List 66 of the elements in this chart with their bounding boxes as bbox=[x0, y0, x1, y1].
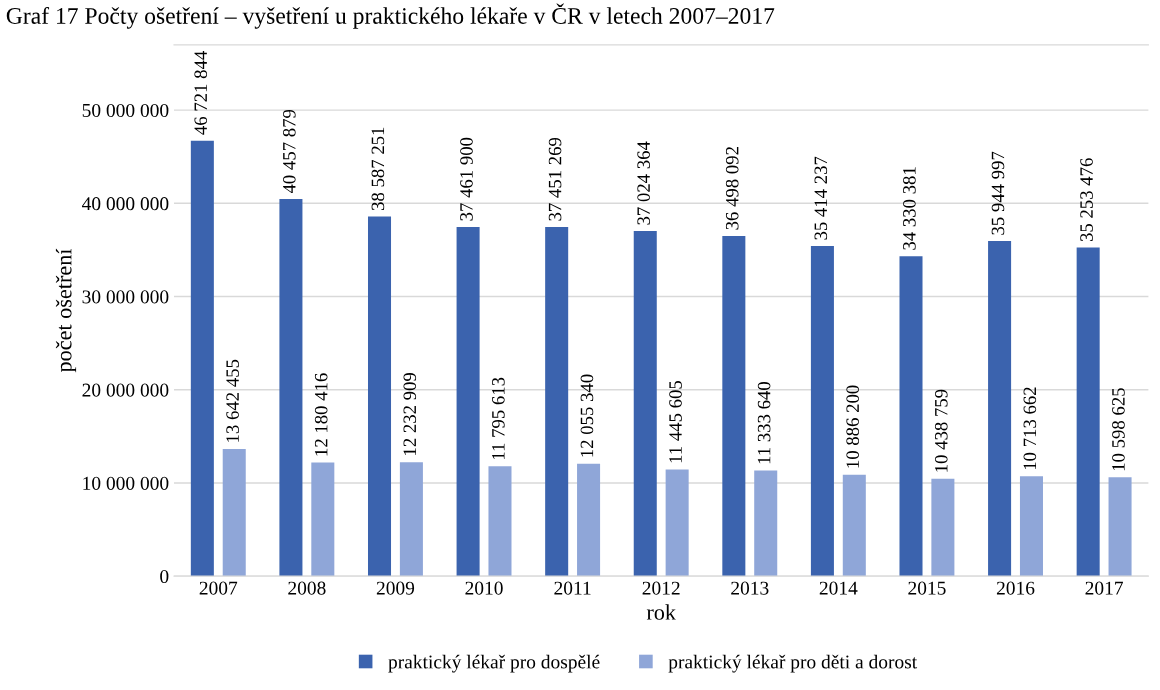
data-label: 37 024 364 bbox=[637, 141, 650, 225]
x-tick-label: 2011 bbox=[554, 581, 591, 595]
data-label: 12 232 909 bbox=[403, 372, 417, 455]
x-tick-label: 2016 bbox=[996, 581, 1035, 595]
x-tick-label: 2013 bbox=[731, 581, 769, 595]
y-tick-label: 20 000 000 bbox=[82, 383, 169, 397]
bar bbox=[899, 256, 923, 577]
data-label: 11 445 605 bbox=[669, 380, 682, 463]
x-tick-label: 2017 bbox=[1085, 581, 1123, 595]
bar bbox=[222, 448, 246, 577]
x-tick-label: 2012 bbox=[642, 581, 680, 595]
x-tick-label: 2015 bbox=[908, 581, 946, 595]
x-tick-label: 2009 bbox=[376, 581, 415, 595]
bar bbox=[931, 478, 955, 577]
y-tick-label: 50 000 000 bbox=[82, 103, 169, 118]
x-tick-label: 2007 bbox=[199, 581, 238, 595]
y-tick-label: 10 000 000 bbox=[83, 476, 169, 490]
y-axis-title: počet ošetření bbox=[55, 248, 77, 373]
data-label: 11 795 613 bbox=[492, 377, 505, 459]
data-label: 46 721 844 bbox=[194, 51, 208, 135]
bar bbox=[488, 466, 512, 577]
data-label: 10 713 662 bbox=[1023, 387, 1037, 470]
data-label: 13 642 455 bbox=[226, 359, 239, 442]
bar bbox=[311, 462, 335, 577]
data-label: 37 461 900 bbox=[460, 137, 473, 221]
bar bbox=[1076, 247, 1100, 577]
data-label: 37 451 269 bbox=[548, 137, 562, 221]
data-label: 40 457 879 bbox=[282, 109, 296, 194]
bar bbox=[190, 140, 214, 577]
bar bbox=[367, 216, 392, 577]
data-label: 35 944 997 bbox=[991, 151, 1005, 235]
x-tick-label: 2010 bbox=[465, 581, 503, 595]
bar bbox=[456, 226, 480, 577]
x-tick-label: 2008 bbox=[288, 581, 326, 595]
legend-label: praktický lékař pro děti a dorost bbox=[668, 654, 918, 673]
data-label: 35 414 237 bbox=[814, 156, 828, 240]
chart-title: Graf 17 Počty ošetření – vyšetření u praktického lékaře v ČR v letech 2007–2017 bbox=[6, 3, 775, 29]
data-label: 11 333 640 bbox=[757, 382, 771, 464]
data-label: 36 498 092 bbox=[725, 147, 739, 230]
bar bbox=[842, 474, 866, 577]
bar bbox=[754, 470, 778, 577]
data-label: 12 055 340 bbox=[580, 374, 594, 457]
x-tick-label: 2014 bbox=[819, 581, 858, 595]
y-tick-label: 40 000 000 bbox=[82, 197, 169, 211]
bar bbox=[633, 231, 657, 577]
bar bbox=[722, 235, 746, 577]
x-axis-title: rok bbox=[646, 604, 677, 620]
bar bbox=[988, 241, 1012, 577]
bar bbox=[1108, 477, 1132, 577]
y-tick-label: 0 bbox=[160, 569, 169, 584]
data-label: 12 180 416 bbox=[314, 373, 328, 456]
bar bbox=[545, 227, 569, 577]
data-label: 35 253 476 bbox=[1080, 158, 1093, 242]
data-label: 10 438 759 bbox=[934, 389, 948, 472]
data-label: 10 886 200 bbox=[846, 385, 859, 468]
bar bbox=[810, 246, 834, 577]
legend-label: praktický lékař pro dospělé bbox=[388, 654, 600, 673]
data-label: 10 598 625 bbox=[1112, 388, 1125, 471]
bar bbox=[665, 469, 689, 577]
y-tick-label: 30 000 000 bbox=[82, 290, 169, 304]
bar bbox=[279, 199, 303, 577]
bar bbox=[1019, 476, 1043, 577]
data-label: 38 587 251 bbox=[371, 127, 385, 211]
data-label: 34 330 381 bbox=[903, 167, 916, 250]
bar bbox=[399, 462, 423, 577]
bar bbox=[577, 463, 601, 577]
